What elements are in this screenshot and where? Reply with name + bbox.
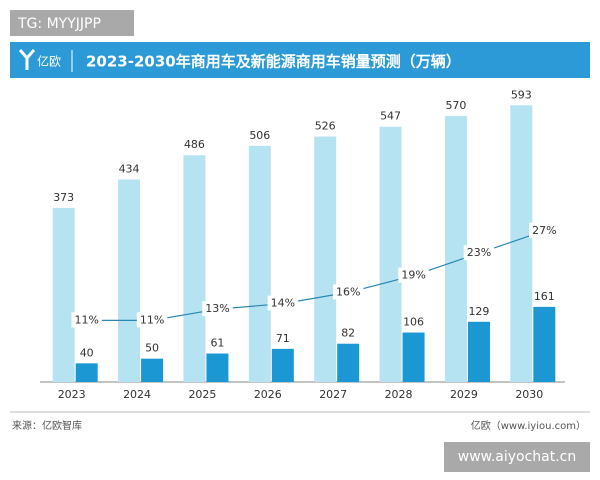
value-label: 106	[403, 316, 424, 329]
bar	[467, 321, 490, 382]
logo-icon	[18, 49, 36, 70]
header-bar	[10, 42, 590, 78]
x-tick-label: 2025	[188, 388, 216, 401]
bar	[52, 207, 75, 382]
bar	[337, 343, 360, 382]
watermark-box	[444, 442, 590, 472]
bar	[510, 105, 533, 383]
bar	[379, 126, 402, 382]
value-label: 547	[380, 110, 401, 123]
value-label: 506	[249, 129, 270, 142]
value-label: 14%	[271, 297, 295, 310]
bar	[444, 116, 467, 382]
value-label: 486	[184, 138, 205, 151]
value-label-bg	[463, 245, 495, 261]
bar	[314, 136, 337, 382]
value-label: 19%	[401, 269, 425, 282]
value-label: 570	[445, 99, 466, 112]
value-label: 13%	[205, 302, 229, 315]
credit: 亿欧（www.iyiou.com）	[471, 419, 586, 432]
x-tick-label: 2029	[450, 388, 478, 401]
value-label: 11%	[74, 313, 98, 326]
x-tick-label: 2030	[515, 388, 543, 401]
chart-title: 2023-2030年商用车及新能源商用车销量预测（万辆）	[86, 53, 461, 71]
value-label-bg	[136, 312, 168, 328]
bar	[118, 179, 141, 382]
value-label: 129	[468, 305, 489, 318]
bar	[533, 306, 556, 382]
value-label: 40	[80, 346, 94, 359]
value-label: 16%	[336, 285, 360, 298]
logo: 亿欧	[37, 54, 61, 69]
value-label-bg	[332, 284, 364, 300]
value-label-bg	[71, 312, 102, 328]
watermark: TG: MYYJJPP	[17, 16, 101, 32]
bar	[271, 348, 294, 382]
bar	[183, 155, 206, 382]
value-label: 71	[276, 332, 290, 345]
value-label: 434	[119, 162, 140, 175]
value-label-bg	[529, 222, 560, 238]
bar	[75, 363, 98, 382]
watermark: www.aiyochat.cn	[458, 449, 577, 465]
x-tick-label: 2028	[385, 388, 413, 401]
value-label: 11%	[140, 313, 164, 326]
value-label: 526	[315, 120, 336, 133]
value-label-bg	[398, 267, 429, 283]
value-label: 593	[511, 88, 532, 101]
value-label: 27%	[532, 224, 556, 237]
bar	[402, 332, 425, 382]
bar	[141, 358, 164, 382]
value-label: 373	[53, 191, 74, 204]
x-tick-label: 2027	[319, 388, 347, 401]
watermark-box	[10, 10, 134, 36]
value-label: 82	[341, 327, 355, 340]
x-tick-label: 2023	[58, 388, 86, 401]
value-label: 161	[534, 290, 555, 303]
source: 来源：亿欧智库	[12, 419, 82, 432]
bar	[206, 353, 229, 382]
bar	[248, 145, 271, 382]
value-label: 23%	[467, 246, 491, 259]
value-label: 61	[210, 337, 224, 350]
value-label: 50	[145, 342, 159, 355]
x-tick-label: 2024	[123, 388, 151, 401]
x-tick-label: 2026	[254, 388, 282, 401]
value-label-bg	[202, 301, 233, 317]
value-label-bg	[267, 295, 299, 311]
